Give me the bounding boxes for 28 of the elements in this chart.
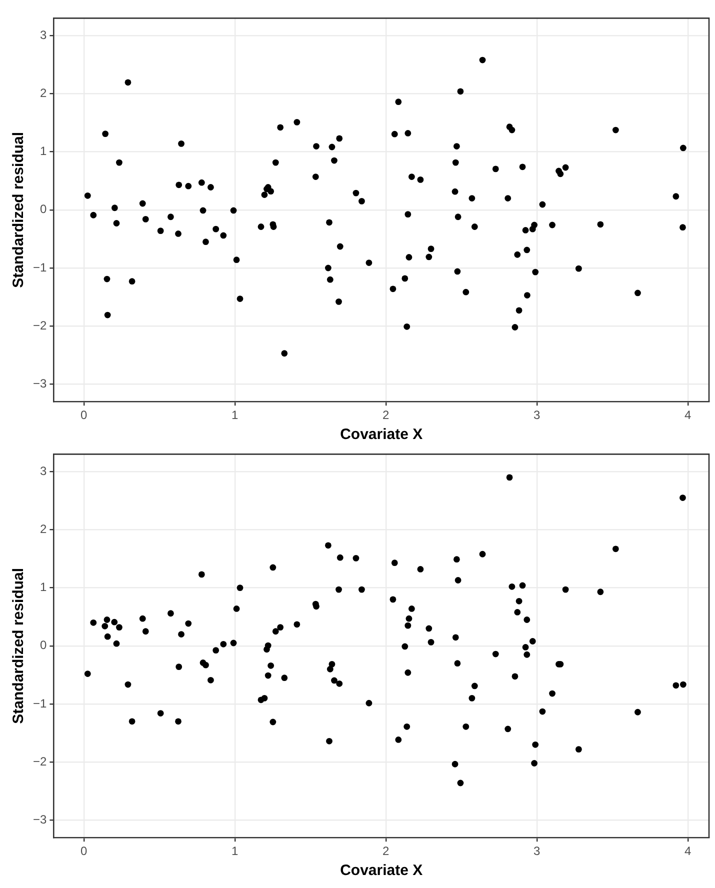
y-tick-label: −2 xyxy=(32,754,47,768)
x-tick-label: 1 xyxy=(232,408,239,422)
x-tick-label: 4 xyxy=(684,408,692,422)
y-tick-label: −2 xyxy=(32,318,47,332)
x-axis-title: Covariate X xyxy=(340,426,423,444)
x-axis-title: Covariate X xyxy=(340,862,423,880)
x-tick-label: 0 xyxy=(80,844,88,858)
y-tick-label: 2 xyxy=(40,86,47,100)
y-tick-label: 3 xyxy=(40,28,47,42)
y-tick-label: 1 xyxy=(40,580,47,594)
x-tick-label: 0 xyxy=(80,408,88,422)
y-tick-label: −3 xyxy=(32,376,47,390)
x-tick-label: 1 xyxy=(232,844,239,858)
y-tick-label: 0 xyxy=(40,202,47,216)
y-tick-label: 2 xyxy=(40,522,47,536)
y-tick-label: 3 xyxy=(40,464,47,478)
y-tick-label: 0 xyxy=(40,638,47,652)
y-tick-label: −1 xyxy=(32,696,47,710)
y-axis-title: Standardized residual xyxy=(10,132,28,288)
x-tick-label: 3 xyxy=(534,844,541,858)
x-tick-label: 4 xyxy=(684,844,692,858)
y-tick-label: 1 xyxy=(40,144,47,158)
y-axis-title: Standardized residual xyxy=(10,568,28,724)
x-tick-label: 2 xyxy=(382,844,390,858)
y-tick-label: −1 xyxy=(32,260,47,274)
x-tick-label: 3 xyxy=(534,408,541,422)
x-tick-label: 2 xyxy=(382,408,390,422)
y-tick-label: −3 xyxy=(32,812,47,826)
